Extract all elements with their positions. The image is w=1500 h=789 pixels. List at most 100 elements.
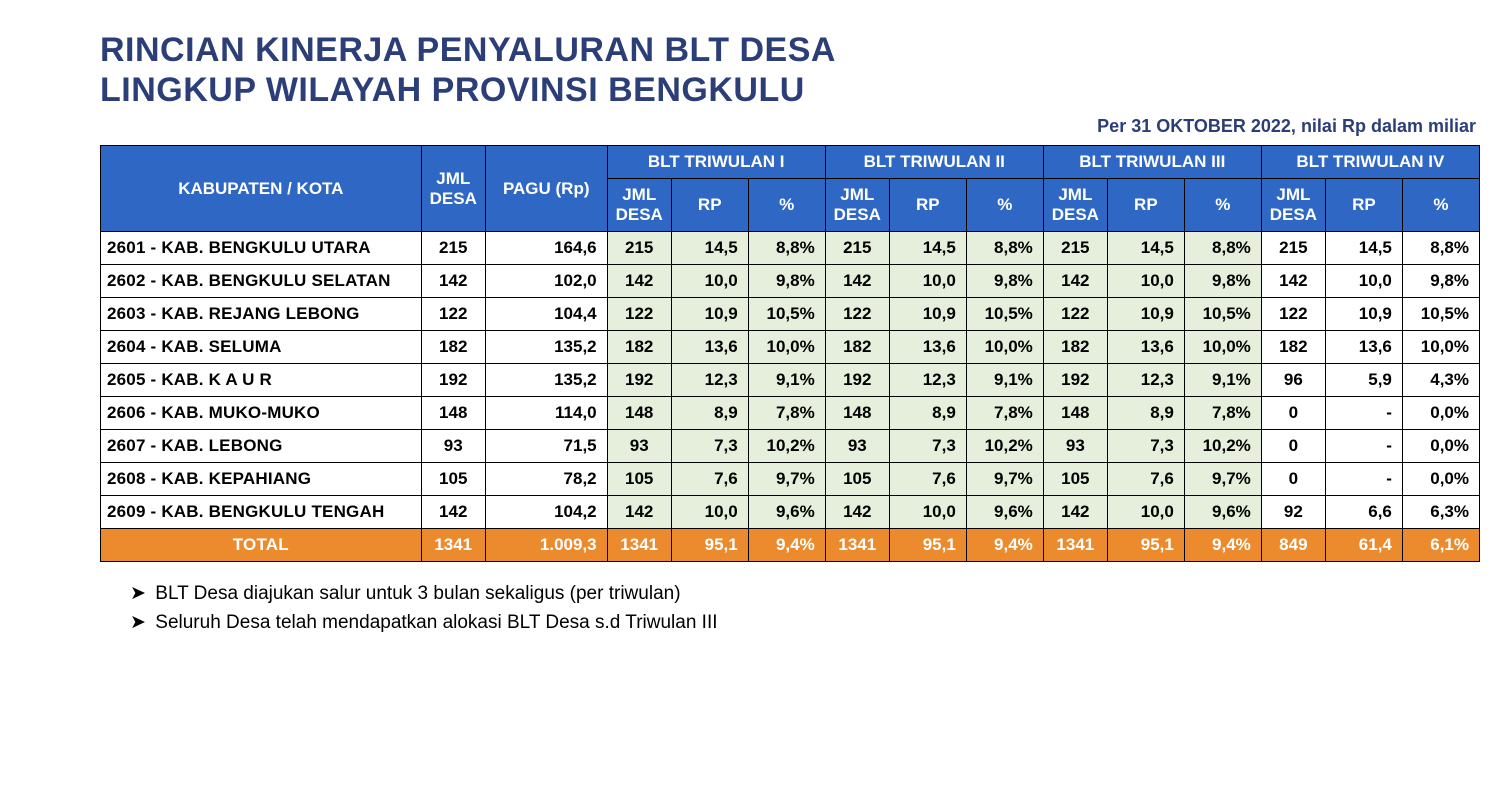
- table-total-row: TOTAL13411.009,3134195,19,4%134195,19,4%…: [101, 529, 1480, 562]
- cell-jml-desa: 182: [421, 331, 485, 364]
- cell-q1-jml: 182: [607, 331, 671, 364]
- cell-q3-rp: 7,3: [1107, 430, 1184, 463]
- cell-q3-jml: 192: [1043, 364, 1107, 397]
- table-body: 2601 - KAB. BENGKULU UTARA215164,621514,…: [101, 232, 1480, 562]
- cell-q3-jml: 93: [1043, 430, 1107, 463]
- cell-label: 2607 - KAB. LEBONG: [101, 430, 422, 463]
- subcol-q4-jml: JML DESA: [1261, 179, 1325, 232]
- cell-q3-pct: 9,6%: [1184, 496, 1261, 529]
- cell-pagu: 114,0: [485, 397, 607, 430]
- table-row: 2608 - KAB. KEPAHIANG10578,21057,69,7%10…: [101, 463, 1480, 496]
- cell-total-q2-rp: 95,1: [889, 529, 966, 562]
- cell-label: 2601 - KAB. BENGKULU UTARA: [101, 232, 422, 265]
- cell-q4-jml: 96: [1261, 364, 1325, 397]
- cell-total-q1-rp: 95,1: [671, 529, 748, 562]
- subcol-q2-rp: RP: [889, 179, 966, 232]
- cell-q4-jml: 0: [1261, 430, 1325, 463]
- cell-q2-jml: 122: [825, 298, 889, 331]
- cell-total-q4-rp: 61,4: [1325, 529, 1402, 562]
- cell-q1-rp: 7,3: [671, 430, 748, 463]
- cell-q3-rp: 13,6: [1107, 331, 1184, 364]
- table-head: KABUPATEN / KOTA JML DESA PAGU (Rp) BLT …: [101, 146, 1480, 232]
- cell-jml-desa: 192: [421, 364, 485, 397]
- cell-q4-rp: 10,9: [1325, 298, 1402, 331]
- cell-q3-jml: 215: [1043, 232, 1107, 265]
- cell-total-q4-jml: 849: [1261, 529, 1325, 562]
- page-title: RINCIAN KINERJA PENYALURAN BLT DESA LING…: [100, 30, 1480, 110]
- cell-q2-pct: 9,1%: [966, 364, 1043, 397]
- cell-q4-pct: 0,0%: [1402, 463, 1479, 496]
- page: RINCIAN KINERJA PENYALURAN BLT DESA LING…: [0, 0, 1500, 789]
- cell-label: 2604 - KAB. SELUMA: [101, 331, 422, 364]
- cell-label: 2605 - KAB. K A U R: [101, 364, 422, 397]
- cell-q1-rp: 7,6: [671, 463, 748, 496]
- cell-q2-pct: 9,6%: [966, 496, 1043, 529]
- cell-q4-jml: 0: [1261, 397, 1325, 430]
- cell-q1-rp: 14,5: [671, 232, 748, 265]
- title-line-2: LINGKUP WILAYAH PROVINSI BENGKULU: [100, 71, 805, 109]
- cell-q2-jml: 182: [825, 331, 889, 364]
- cell-total-label: TOTAL: [101, 529, 422, 562]
- cell-total-q3-jml: 1341: [1043, 529, 1107, 562]
- cell-q2-pct: 10,2%: [966, 430, 1043, 463]
- cell-q2-rp: 10,0: [889, 265, 966, 298]
- cell-q3-jml: 142: [1043, 496, 1107, 529]
- cell-q4-jml: 92: [1261, 496, 1325, 529]
- cell-label: 2609 - KAB. BENGKULU TENGAH: [101, 496, 422, 529]
- cell-q3-pct: 8,8%: [1184, 232, 1261, 265]
- cell-q1-pct: 9,6%: [748, 496, 825, 529]
- cell-pagu: 78,2: [485, 463, 607, 496]
- cell-total-q3-pct: 9,4%: [1184, 529, 1261, 562]
- header-row-1: KABUPATEN / KOTA JML DESA PAGU (Rp) BLT …: [101, 146, 1480, 179]
- cell-q2-jml: 93: [825, 430, 889, 463]
- cell-pagu: 71,5: [485, 430, 607, 463]
- cell-q4-rp: -: [1325, 430, 1402, 463]
- cell-q3-jml: 105: [1043, 463, 1107, 496]
- table-row: 2606 - KAB. MUKO-MUKO148114,01488,97,8%1…: [101, 397, 1480, 430]
- cell-total-q1-jml: 1341: [607, 529, 671, 562]
- subcol-q4-rp: RP: [1325, 179, 1402, 232]
- cell-q4-pct: 8,8%: [1402, 232, 1479, 265]
- subcol-q3-rp: RP: [1107, 179, 1184, 232]
- cell-q1-rp: 13,6: [671, 331, 748, 364]
- note-text: Seluruh Desa telah mendapatkan alokasi B…: [155, 612, 717, 633]
- cell-q4-pct: 9,8%: [1402, 265, 1479, 298]
- bullet-icon: ➤: [130, 582, 150, 605]
- cell-q3-jml: 148: [1043, 397, 1107, 430]
- cell-q2-pct: 10,5%: [966, 298, 1043, 331]
- cell-q2-rp: 7,3: [889, 430, 966, 463]
- cell-q1-pct: 8,8%: [748, 232, 825, 265]
- col-group-q2: BLT TRIWULAN II: [825, 146, 1043, 179]
- bullet-icon: ➤: [130, 611, 150, 634]
- cell-q1-pct: 10,0%: [748, 331, 825, 364]
- cell-q4-pct: 4,3%: [1402, 364, 1479, 397]
- cell-q1-pct: 9,8%: [748, 265, 825, 298]
- cell-q4-pct: 0,0%: [1402, 430, 1479, 463]
- cell-pagu: 102,0: [485, 265, 607, 298]
- cell-q3-pct: 10,5%: [1184, 298, 1261, 331]
- cell-q3-jml: 142: [1043, 265, 1107, 298]
- table-row: 2607 - KAB. LEBONG9371,5937,310,2%937,31…: [101, 430, 1480, 463]
- subcol-q1-pct: %: [748, 179, 825, 232]
- table-row: 2609 - KAB. BENGKULU TENGAH142104,214210…: [101, 496, 1480, 529]
- cell-q2-rp: 8,9: [889, 397, 966, 430]
- table-row: 2602 - KAB. BENGKULU SELATAN142102,01421…: [101, 265, 1480, 298]
- cell-total-q2-jml: 1341: [825, 529, 889, 562]
- cell-jml-desa: 122: [421, 298, 485, 331]
- cell-total-q3-rp: 95,1: [1107, 529, 1184, 562]
- cell-q2-pct: 9,8%: [966, 265, 1043, 298]
- cell-q2-jml: 142: [825, 265, 889, 298]
- cell-q1-jml: 105: [607, 463, 671, 496]
- cell-label: 2608 - KAB. KEPAHIANG: [101, 463, 422, 496]
- cell-q4-pct: 10,5%: [1402, 298, 1479, 331]
- cell-q2-pct: 7,8%: [966, 397, 1043, 430]
- cell-q2-jml: 148: [825, 397, 889, 430]
- cell-jml-desa: 142: [421, 496, 485, 529]
- cell-q1-jml: 192: [607, 364, 671, 397]
- cell-q3-rp: 8,9: [1107, 397, 1184, 430]
- col-group-q1: BLT TRIWULAN I: [607, 146, 825, 179]
- cell-q2-jml: 105: [825, 463, 889, 496]
- cell-q2-rp: 13,6: [889, 331, 966, 364]
- cell-q3-jml: 122: [1043, 298, 1107, 331]
- cell-jml-desa: 148: [421, 397, 485, 430]
